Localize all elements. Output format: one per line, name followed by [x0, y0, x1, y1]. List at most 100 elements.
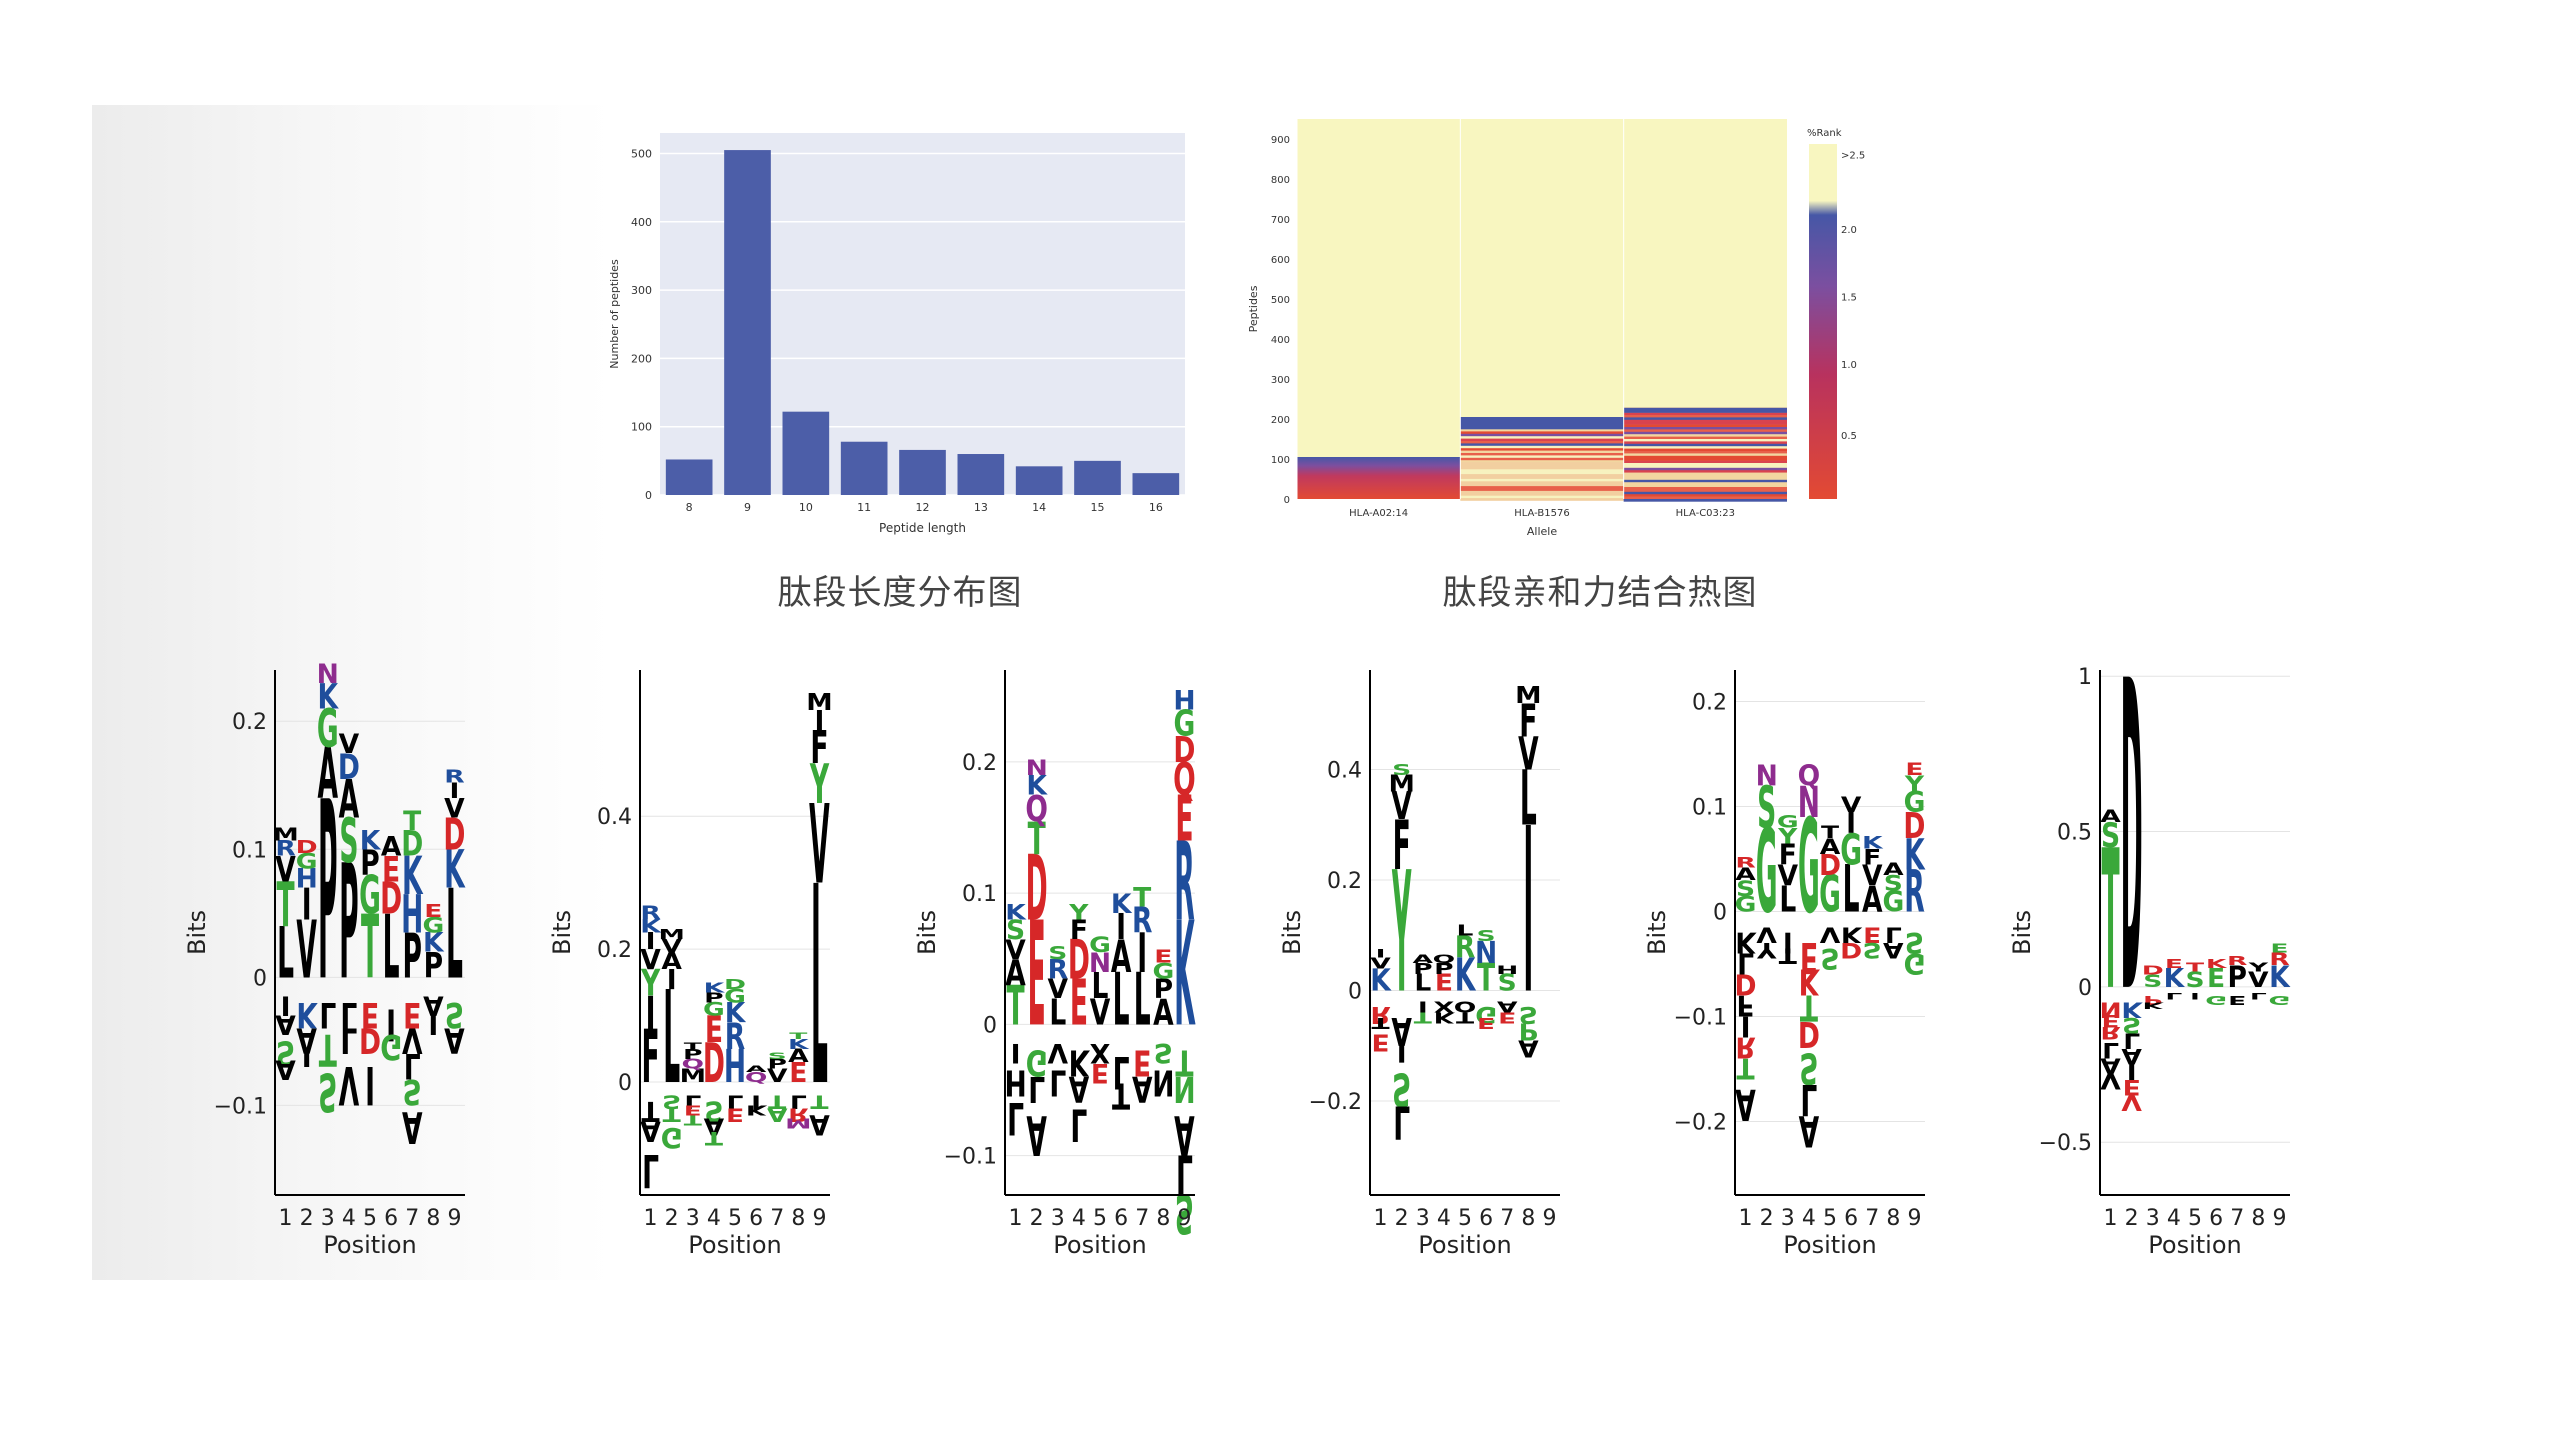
logo-letter: F [1863, 845, 1881, 870]
logo-letter: I [646, 928, 656, 955]
x-tick-label: 7 [770, 1206, 784, 1231]
x-tick-label: 4 [1802, 1206, 1816, 1231]
x-tick-label: 6 [749, 1206, 763, 1231]
logo-letter: A [661, 948, 682, 975]
x-tick-label: 13 [974, 501, 988, 514]
y-axis-label: Bits [2008, 910, 2036, 955]
colorbar-tick-label: 1.0 [1841, 360, 1857, 371]
logo-letter: D [338, 747, 360, 788]
x-tick-label: 2 [665, 1206, 679, 1231]
heat-stripe [1623, 455, 1787, 459]
logo-letter: I [1741, 1009, 1751, 1043]
logo-letter: E [1371, 1029, 1389, 1056]
logo-letter: N [317, 660, 339, 690]
x-tick-label: HLA-C03:23 [1676, 508, 1735, 519]
heat-stripe [1460, 474, 1624, 477]
x-tick-label: 7 [1865, 1206, 1879, 1231]
logo-letter: P [1413, 961, 1432, 979]
logo-letter: D [1819, 848, 1841, 882]
logo-letter: L [446, 864, 463, 1006]
logo-letter: S [276, 1032, 295, 1073]
logo-letter: L [1737, 946, 1754, 980]
logo-letter: M [1388, 770, 1414, 797]
logo-letter: L [2102, 1037, 2119, 1062]
heat-stripe [1460, 466, 1624, 470]
logo-letter: V [296, 904, 317, 996]
logo-letter: R [1048, 954, 1069, 985]
y-tick-label: 0 [2078, 976, 2092, 1001]
logo-letter: E [726, 1104, 744, 1125]
logo-letter: L [1134, 958, 1151, 1042]
logo-letter: V [339, 1054, 360, 1116]
logo-letter: P [1434, 961, 1453, 979]
logo-letter: R [640, 903, 661, 924]
logo-letter: T [1112, 1074, 1130, 1115]
logo-letter: A [402, 1101, 423, 1153]
logo-letter: V [2121, 1090, 2142, 1115]
logo-letter: E [789, 1058, 807, 1089]
logo-letter: T [705, 1127, 724, 1148]
logo-letter: L [1520, 755, 1537, 843]
logo-letter: K [1111, 889, 1133, 920]
logo-letter: T [1456, 1008, 1474, 1026]
heat-stripe [1623, 431, 1787, 435]
logo-letter: T [1800, 986, 1818, 1027]
logo-letter: P [402, 921, 421, 992]
heat-stripe [1623, 448, 1787, 452]
logo-letter: L [684, 1091, 701, 1112]
logo-letter: S [1884, 871, 1903, 896]
logo-letter: I [1137, 924, 1147, 986]
logo-letter: A [704, 1113, 725, 1140]
x-tick-label: 2 [300, 1206, 314, 1231]
heat-stripe [1460, 464, 1624, 468]
x-tick-label: 1 [1374, 1206, 1388, 1231]
x-tick-label: 3 [1051, 1206, 1065, 1231]
heat-stripe [1460, 460, 1624, 463]
heat-stripe [1623, 458, 1787, 461]
logo-letter: K [2142, 1000, 2164, 1010]
logo-letter: G [2205, 993, 2227, 1008]
logo-letter: D [401, 824, 423, 865]
x-tick-label: 8 [686, 501, 693, 514]
y-tick-label: −0.1 [944, 1145, 997, 1170]
logo-letter: A [275, 1009, 296, 1040]
heat-stripe [1460, 429, 1624, 432]
logo-letter: I [365, 1054, 375, 1116]
logo-letter: G [1026, 1042, 1048, 1083]
logo-letter: S [1757, 774, 1776, 842]
bar [724, 150, 771, 495]
logo-letter: N [1173, 1068, 1195, 1109]
y-tick-label: 300 [631, 284, 652, 297]
x-tick-label: 8 [2251, 1206, 2265, 1231]
heat-stripe [1460, 483, 1624, 487]
logo-letter: H [724, 1039, 746, 1093]
y-tick-label: −0.2 [1674, 1111, 1727, 1136]
logo-letter: T [277, 870, 295, 941]
x-tick-label: 3 [686, 1206, 700, 1231]
logo-letter: V [809, 781, 830, 909]
x-tick-label: 8 [426, 1206, 440, 1231]
logo-letter: F [810, 720, 828, 774]
bar [665, 459, 713, 495]
logo-letter: T [768, 1091, 787, 1112]
heat-stripe [1460, 445, 1624, 449]
heat-stripe [1623, 415, 1787, 418]
logo-letter: S [1799, 1042, 1818, 1091]
logo-letter: M [1515, 682, 1541, 709]
y-tick-label: 300 [1271, 375, 1290, 386]
logo-letter: T [1737, 1051, 1755, 1085]
logo-letter: L [340, 1020, 357, 1061]
logo-letter: D [1840, 938, 1862, 963]
logo-letter: G [1152, 959, 1174, 984]
heat-stripe [1460, 476, 1624, 480]
x-tick-label: 6 [1114, 1206, 1128, 1231]
logo-letter: I [2190, 991, 2200, 1001]
logo-letter: E [1905, 760, 1923, 780]
logo-letter: L [1393, 1096, 1410, 1150]
logo-letter: L [1176, 1142, 1193, 1204]
logo-letter: P [424, 946, 443, 987]
logo-letter: V [402, 1020, 423, 1061]
logo-letter: E [1175, 783, 1193, 856]
logo-letter: V [1370, 955, 1391, 973]
